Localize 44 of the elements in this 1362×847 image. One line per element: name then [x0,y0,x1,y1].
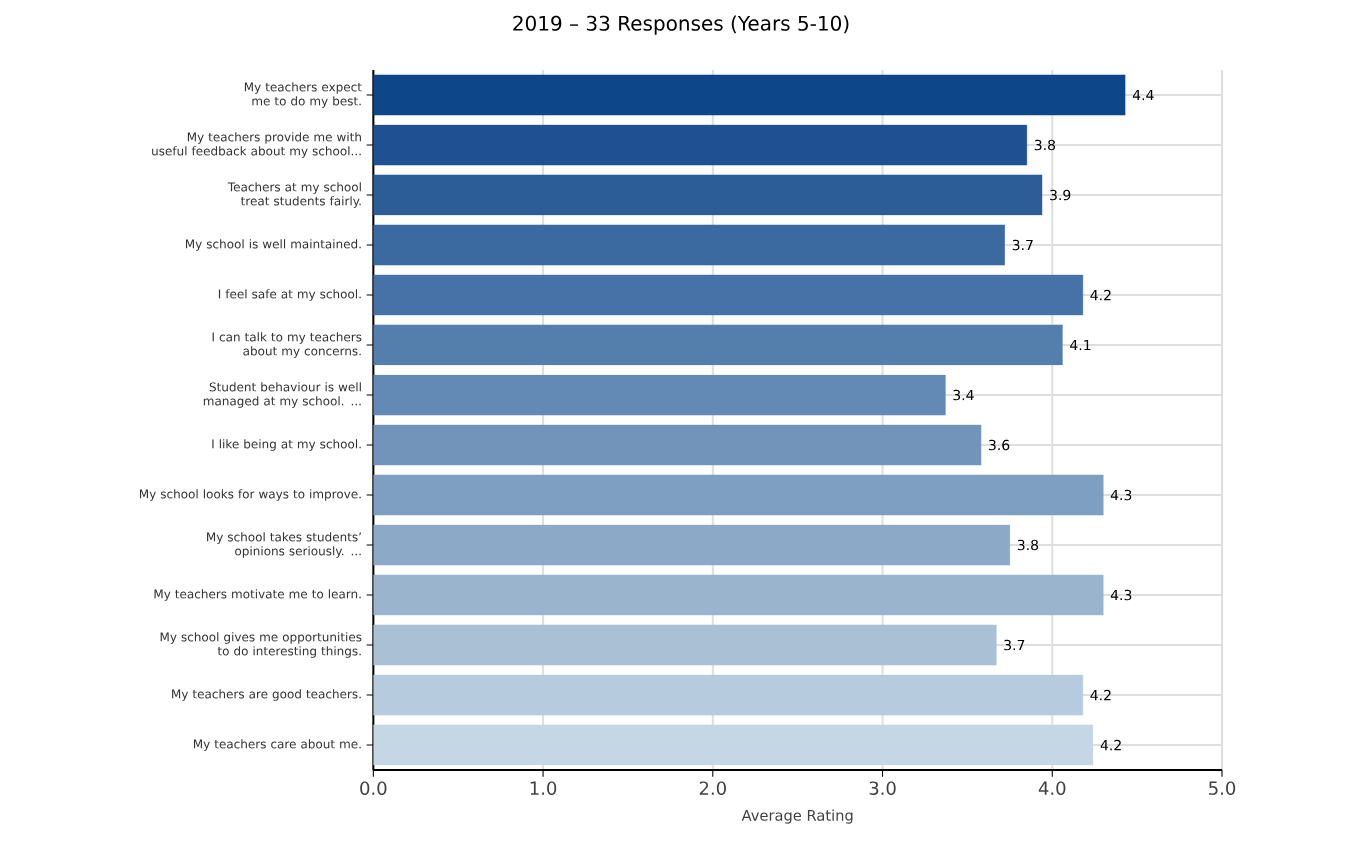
bar [373,724,1094,766]
y-tick-label: My school is well maintained. [185,239,361,251]
data-label: 4.4 [1132,89,1154,101]
chart-title: 2019 – 33 Responses (Years 5-10) [513,15,849,35]
bar [373,674,1084,716]
y-tick-label: My teachers expect me to do my best. [244,82,362,108]
bar [373,374,946,416]
data-label: 3.6 [988,439,1010,451]
x-tick-label: 2.0 [699,781,726,795]
y-tick-label: I like being at my school. [212,439,361,451]
data-label: 3.7 [1012,239,1033,251]
data-label: 3.4 [953,389,974,401]
data-label: 4.1 [1070,339,1091,351]
bar [373,174,1043,216]
data-label: 3.7 [1004,639,1025,651]
x-tick-label: 1.0 [530,781,557,795]
x-axis-title: Average Rating [741,809,853,824]
data-label: 4.2 [1090,289,1111,301]
y-tick-label: Teachers at my school treat students fairly. [227,182,361,208]
y-tick-label: My school takes students’ opinions seriously. ... [207,532,361,558]
y-tick-label: My teachers are good teachers. [172,689,361,701]
y-tick-label: I feel safe at my school. [218,289,361,301]
y-tick-label: My teachers provide me with useful feedback about my school... [152,132,361,158]
data-label: 4.3 [1110,589,1132,601]
y-tick-label: My school gives me opportunities to do interesting things. [160,632,362,658]
data-label: 4.2 [1100,739,1121,751]
bar [373,574,1104,616]
bar [373,124,1028,166]
x-tick-label: 5.0 [1209,781,1236,795]
y-tick-label: My school looks for ways to improve. [139,489,361,501]
y-tick-label: Student behaviour is well managed at my school. ... [203,382,361,408]
data-label: 3.8 [1034,139,1056,151]
data-label: 3.9 [1050,189,1071,201]
data-label: 3.8 [1017,539,1039,551]
bar [373,524,1011,566]
y-tick-label: I can talk to my teachers about my concerns. [212,332,362,358]
x-tick-label: 4.0 [1038,781,1066,795]
y-tick-label: My teachers motivate me to learn. [154,589,361,601]
x-tick-label: 0.0 [360,781,387,795]
x-tick-label: 3.0 [869,781,896,795]
data-label: 4.2 [1090,689,1111,701]
bar [373,274,1084,316]
y-tick-label: My teachers care about me. [193,739,361,751]
data-label: 4.3 [1110,489,1132,501]
